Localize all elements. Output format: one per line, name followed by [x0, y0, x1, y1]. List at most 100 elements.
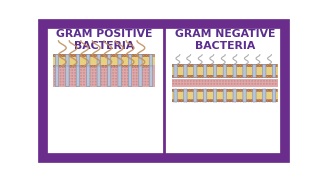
Circle shape — [141, 78, 143, 80]
Circle shape — [151, 65, 153, 67]
Circle shape — [134, 65, 137, 67]
Circle shape — [60, 84, 61, 86]
Circle shape — [73, 55, 75, 57]
FancyBboxPatch shape — [55, 66, 59, 87]
Circle shape — [144, 66, 146, 68]
Circle shape — [130, 75, 132, 77]
Circle shape — [74, 75, 76, 77]
Circle shape — [183, 64, 185, 66]
Circle shape — [60, 81, 61, 83]
Circle shape — [68, 66, 70, 68]
Circle shape — [240, 83, 242, 85]
Circle shape — [60, 78, 61, 80]
Circle shape — [105, 55, 107, 57]
Circle shape — [172, 64, 174, 66]
Circle shape — [139, 84, 140, 86]
Circle shape — [194, 75, 196, 77]
Circle shape — [240, 75, 242, 77]
Circle shape — [218, 100, 220, 102]
Circle shape — [60, 75, 61, 77]
Circle shape — [56, 65, 58, 67]
Circle shape — [112, 84, 114, 86]
Circle shape — [92, 55, 93, 57]
Circle shape — [229, 64, 231, 66]
Circle shape — [229, 75, 231, 77]
Circle shape — [215, 75, 217, 77]
Circle shape — [243, 83, 244, 85]
Circle shape — [89, 72, 91, 74]
Circle shape — [242, 100, 244, 102]
Circle shape — [83, 66, 85, 68]
Circle shape — [188, 89, 190, 91]
Circle shape — [150, 66, 152, 68]
Circle shape — [175, 75, 177, 77]
Circle shape — [74, 72, 76, 74]
Circle shape — [118, 78, 120, 80]
Circle shape — [107, 72, 108, 74]
Circle shape — [261, 75, 263, 77]
Circle shape — [62, 65, 64, 67]
Circle shape — [78, 65, 80, 67]
Circle shape — [57, 84, 59, 86]
FancyBboxPatch shape — [233, 64, 236, 77]
Circle shape — [68, 75, 70, 77]
Circle shape — [228, 83, 230, 85]
Circle shape — [148, 66, 149, 68]
Circle shape — [199, 100, 201, 102]
FancyBboxPatch shape — [118, 54, 121, 67]
Circle shape — [95, 78, 97, 80]
Circle shape — [100, 69, 102, 71]
Circle shape — [226, 89, 228, 91]
Circle shape — [210, 64, 212, 66]
Circle shape — [196, 89, 198, 91]
Circle shape — [250, 64, 252, 66]
Circle shape — [86, 55, 88, 57]
FancyBboxPatch shape — [76, 54, 79, 67]
Circle shape — [139, 75, 140, 77]
Circle shape — [57, 72, 59, 74]
FancyBboxPatch shape — [128, 66, 132, 87]
Circle shape — [130, 81, 132, 83]
Circle shape — [103, 72, 105, 74]
Circle shape — [75, 55, 77, 57]
Circle shape — [100, 65, 101, 67]
Circle shape — [272, 75, 274, 77]
Circle shape — [213, 100, 215, 102]
Circle shape — [89, 55, 91, 57]
Circle shape — [139, 72, 140, 74]
Circle shape — [272, 83, 274, 85]
FancyBboxPatch shape — [139, 54, 142, 67]
Circle shape — [86, 65, 88, 67]
Circle shape — [237, 75, 239, 77]
Circle shape — [110, 65, 112, 67]
Circle shape — [133, 66, 135, 68]
Circle shape — [118, 65, 120, 67]
FancyBboxPatch shape — [233, 89, 236, 102]
Circle shape — [256, 89, 258, 91]
Circle shape — [71, 66, 73, 68]
Circle shape — [64, 55, 67, 57]
Circle shape — [204, 64, 207, 66]
Circle shape — [121, 66, 123, 68]
Circle shape — [222, 83, 224, 85]
Circle shape — [92, 69, 94, 71]
Circle shape — [181, 83, 183, 85]
Circle shape — [68, 81, 70, 83]
Circle shape — [137, 55, 139, 57]
Circle shape — [103, 81, 105, 83]
Circle shape — [132, 55, 134, 57]
Circle shape — [141, 66, 143, 68]
Circle shape — [98, 81, 100, 83]
Circle shape — [267, 89, 268, 91]
FancyBboxPatch shape — [76, 66, 79, 87]
Circle shape — [219, 80, 221, 82]
Circle shape — [240, 89, 242, 91]
Circle shape — [234, 80, 236, 82]
Bar — [172, 67, 278, 71]
Circle shape — [245, 89, 247, 91]
Circle shape — [109, 66, 111, 68]
Circle shape — [202, 100, 204, 102]
Circle shape — [180, 100, 182, 102]
Circle shape — [225, 80, 227, 82]
Circle shape — [112, 66, 114, 68]
